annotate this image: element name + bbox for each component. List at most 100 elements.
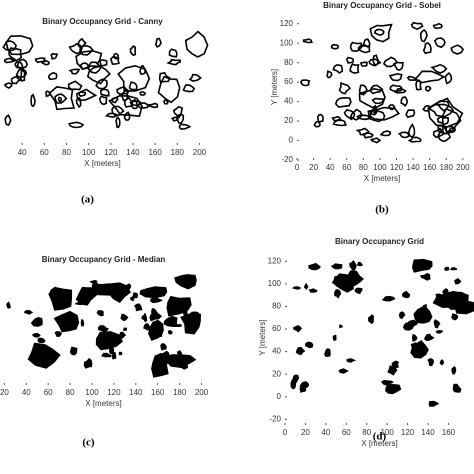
occupancy-blob xyxy=(331,115,342,122)
occupancy-blob xyxy=(123,327,128,332)
occupancy-blob xyxy=(95,331,123,351)
occupancy-blob xyxy=(68,68,81,75)
y-tick-label: 100 xyxy=(280,38,294,47)
occupancy-blob xyxy=(452,383,462,393)
panel-caption: (b) xyxy=(375,204,389,216)
occupancy-blob xyxy=(359,61,368,67)
occupancy-blob xyxy=(399,311,406,320)
occupancy-blob xyxy=(407,123,416,139)
x-tick-label: 120 xyxy=(401,428,415,437)
y-tick-label: 0 xyxy=(277,392,282,401)
occupancy-blob xyxy=(432,127,446,139)
x-tick-label: 80 xyxy=(362,428,371,437)
occupancy-blob xyxy=(4,114,12,126)
y-tick-label: 100 xyxy=(268,279,282,288)
occupancy-blob xyxy=(358,84,368,96)
x-tick-label: 160 xyxy=(148,148,162,157)
occupancy-blob xyxy=(176,350,182,356)
occupancy-blob xyxy=(441,107,462,133)
occupancy-blob xyxy=(332,64,344,74)
occupancy-blob xyxy=(67,80,83,91)
occupancy-blob xyxy=(451,313,459,321)
occupancy-blob xyxy=(101,352,112,358)
x-tick-label: 140 xyxy=(129,388,143,397)
y-tick-label: -20 xyxy=(269,414,281,423)
occupancy-blob xyxy=(414,70,446,84)
occupancy-blob xyxy=(68,121,85,129)
occupancy-blob xyxy=(356,261,363,267)
occupancy-blob xyxy=(387,365,398,376)
y-tick-label: 20 xyxy=(272,369,281,378)
x-tick-label: 200 xyxy=(456,163,470,172)
occupancy-blob xyxy=(54,93,68,104)
occupancy-blob xyxy=(292,286,301,290)
occupancy-blob xyxy=(423,333,435,341)
occupancy-blob xyxy=(413,305,433,324)
panel-title: Binary Occupancy Grid xyxy=(335,237,424,246)
occupancy-blob xyxy=(188,73,202,82)
x-tick-label: 140 xyxy=(126,148,140,157)
occupancy-blob xyxy=(330,43,339,50)
occupancy-blob xyxy=(326,70,333,79)
occupancy-blob xyxy=(346,270,364,288)
occupancy-blob xyxy=(168,48,178,58)
occupancy-blob xyxy=(53,310,80,333)
occupancy-blob xyxy=(154,37,162,48)
occupancy-blob xyxy=(3,57,18,64)
occupancy-blob xyxy=(143,323,151,331)
x-tick-label: 0 xyxy=(283,428,288,437)
occupancy-blob xyxy=(367,106,401,121)
occupancy-blob xyxy=(324,348,331,357)
occupancy-blob xyxy=(398,131,410,139)
occupancy-blob xyxy=(346,358,357,363)
occupancy-blob xyxy=(141,312,148,323)
x-tick-label: 20 xyxy=(301,428,310,437)
x-tick-label: 60 xyxy=(40,148,49,157)
x-tick-label: 180 xyxy=(171,148,185,157)
occupancy-blob xyxy=(345,56,355,64)
panel-title: Binary Occupancy Grid - Canny xyxy=(42,17,163,26)
occupancy-blob xyxy=(299,381,310,389)
occupancy-blob xyxy=(77,37,87,49)
occupancy-blob xyxy=(116,85,131,96)
y-axis-label: Y [meters] xyxy=(258,319,267,355)
occupancy-blob xyxy=(392,61,404,71)
occupancy-blob xyxy=(174,324,182,327)
occupancy-blob xyxy=(108,95,143,117)
occupancy-blob xyxy=(292,325,302,333)
occupancy-blob xyxy=(99,88,110,97)
panel-caption: (c) xyxy=(82,437,95,449)
occupancy-blob xyxy=(104,112,121,119)
occupancy-blob xyxy=(299,79,311,87)
y-tick-label: 80 xyxy=(272,302,281,311)
occupancy-blob xyxy=(412,334,418,342)
x-tick-label: 140 xyxy=(406,163,420,172)
occupancy-blob xyxy=(435,330,443,334)
occupancy-blob xyxy=(37,337,46,344)
occupancy-blob xyxy=(368,58,382,67)
x-tick-label: 180 xyxy=(440,163,454,172)
occupancy-blob xyxy=(147,102,159,109)
y-tick-label: 0 xyxy=(289,136,294,145)
x-tick-label: 100 xyxy=(380,428,394,437)
occupancy-blob xyxy=(424,85,432,92)
y-tick-label: 60 xyxy=(284,77,293,86)
occupancy-blob xyxy=(75,286,98,306)
occupancy-blob xyxy=(427,103,455,118)
occupancy-blob xyxy=(338,368,349,374)
occupancy-blob xyxy=(422,41,432,55)
x-tick-label: 180 xyxy=(173,388,187,397)
occupancy-blob xyxy=(27,342,61,369)
occupancy-blob xyxy=(16,58,29,70)
y-tick-label: 20 xyxy=(284,116,293,125)
occupancy-blob xyxy=(75,96,82,109)
occupancy-blob xyxy=(407,319,418,327)
occupancy-blob xyxy=(171,116,179,122)
x-tick-label: 80 xyxy=(62,148,71,157)
occupancy-blob xyxy=(30,93,36,108)
occupancy-blob xyxy=(410,342,419,351)
occupancy-blob xyxy=(78,90,86,98)
occupancy-blob xyxy=(445,125,456,134)
occupancy-blob xyxy=(407,136,422,143)
